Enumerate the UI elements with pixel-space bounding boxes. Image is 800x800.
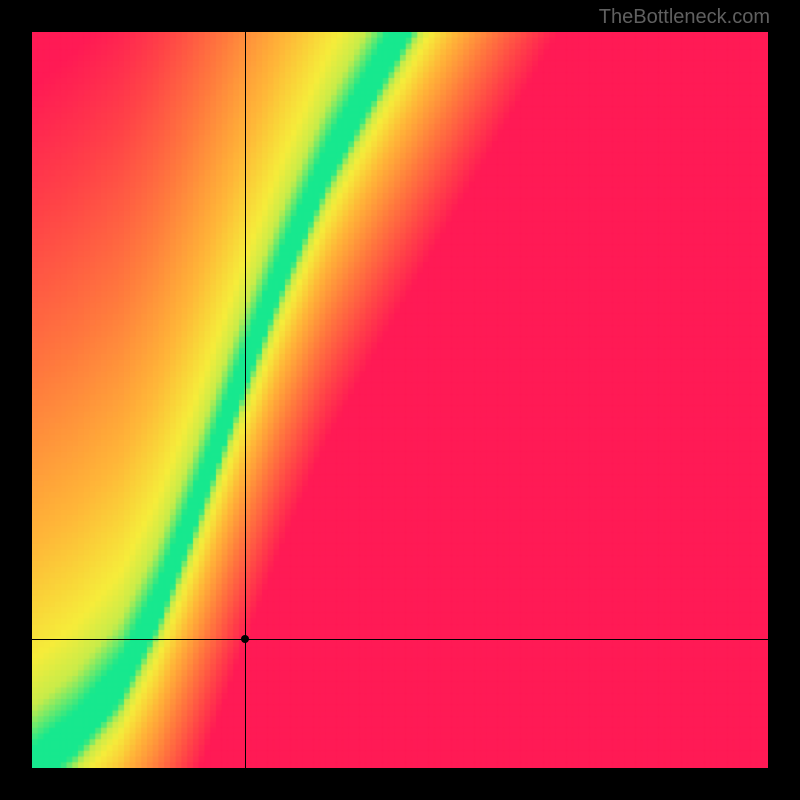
crosshair-horizontal <box>32 639 768 640</box>
crosshair-marker <box>241 635 249 643</box>
heatmap-plot <box>32 32 768 768</box>
crosshair-vertical <box>245 32 246 768</box>
heatmap-canvas <box>32 32 768 768</box>
watermark-text: TheBottleneck.com <box>599 6 770 29</box>
